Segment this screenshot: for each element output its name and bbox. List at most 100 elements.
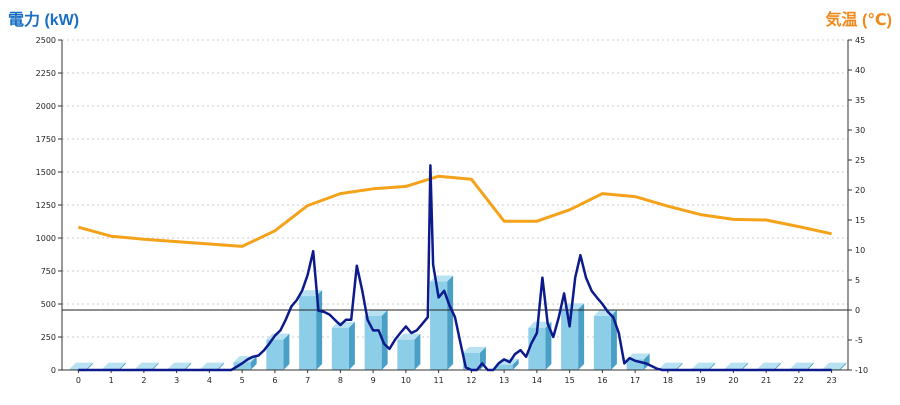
x-tick-label: 4 — [207, 376, 212, 385]
x-tick-label: 21 — [761, 376, 771, 385]
bar-top — [659, 362, 683, 369]
left-axis-unit-label: 電力 (kW) — [8, 12, 80, 29]
bar-side — [512, 358, 519, 370]
right-tick-label: 0 — [855, 306, 860, 315]
bar-top — [364, 309, 388, 316]
right-tick-label: 30 — [855, 126, 865, 135]
bar-top — [462, 346, 486, 353]
x-tick-label: 19 — [696, 376, 706, 385]
left-tick-label: 1000 — [36, 234, 56, 243]
bar-side — [217, 362, 224, 370]
x-tick-label: 10 — [401, 376, 411, 385]
x-tick-label: 9 — [371, 376, 376, 385]
right-tick-label: 5 — [855, 276, 860, 285]
left-tick-label: 1750 — [36, 135, 56, 144]
bar-top — [69, 362, 93, 369]
right-tick-label: 25 — [855, 156, 865, 165]
right-tick-label: -10 — [855, 366, 868, 375]
power-bar — [266, 339, 284, 370]
power-bar — [69, 368, 87, 370]
bar-side — [676, 362, 683, 370]
x-tick-label: 1 — [109, 376, 114, 385]
x-tick-label: 12 — [466, 376, 476, 385]
power-bar — [430, 281, 448, 370]
right-tick-label: 35 — [855, 96, 865, 105]
bar-side — [807, 362, 814, 370]
bar-side — [447, 275, 454, 370]
bar-top — [692, 362, 716, 369]
left-tick-label: 2250 — [36, 69, 56, 78]
left-tick-label: 2500 — [36, 36, 56, 45]
bar-side — [348, 321, 355, 370]
bar-top — [724, 362, 748, 369]
bar-top — [757, 362, 781, 369]
power-bar — [331, 327, 349, 370]
right-axis-unit-label: 気温 (℃) — [825, 12, 892, 29]
bar-top — [397, 333, 421, 340]
bar-side — [283, 333, 290, 370]
bar-side — [152, 362, 159, 370]
left-tick-label: 500 — [41, 300, 56, 309]
x-tick-label: 0 — [76, 376, 81, 385]
bar-top — [102, 362, 126, 369]
power-line — [78, 164, 832, 372]
right-tick-label: 10 — [855, 246, 865, 255]
x-tick-label: 23 — [827, 376, 837, 385]
x-tick-label: 16 — [597, 376, 607, 385]
left-tick-label: 2000 — [36, 102, 56, 111]
x-tick-label: 15 — [565, 376, 575, 385]
bar-top — [528, 321, 552, 328]
bar-side — [545, 321, 552, 370]
x-tick-label: 5 — [240, 376, 245, 385]
x-tick-label: 22 — [794, 376, 804, 385]
right-tick-label: 40 — [855, 66, 865, 75]
power-bar — [299, 296, 317, 370]
bar-side — [578, 303, 585, 370]
bar-side — [709, 362, 716, 370]
x-tick-label: 7 — [305, 376, 310, 385]
power-bar — [823, 368, 841, 370]
left-tick-label: 1250 — [36, 201, 56, 210]
power-bar — [364, 315, 382, 370]
bar-top — [200, 362, 224, 369]
left-tick-label: 1500 — [36, 168, 56, 177]
power-bar — [462, 352, 480, 370]
power-bar — [528, 327, 546, 370]
left-tick-label: 750 — [41, 267, 56, 276]
bar-side — [185, 362, 192, 370]
bar-side — [741, 362, 748, 370]
bar-side — [643, 353, 650, 370]
right-tick-label: 20 — [855, 186, 865, 195]
x-tick-label: 3 — [174, 376, 179, 385]
bar-side — [119, 362, 126, 370]
bar-top — [790, 362, 814, 369]
left-tick-label: 0 — [51, 366, 56, 375]
bar-top — [626, 353, 650, 360]
right-tick-label: -5 — [855, 336, 863, 345]
x-tick-label: 6 — [272, 376, 277, 385]
temperature-line — [78, 174, 832, 248]
power-bar — [495, 364, 513, 370]
bar-top — [823, 362, 847, 369]
x-tick-label: 20 — [728, 376, 738, 385]
x-tick-label: 18 — [663, 376, 673, 385]
power-bar — [397, 339, 415, 370]
x-tick-label: 13 — [499, 376, 509, 385]
power-bar — [233, 362, 251, 370]
power-bar — [561, 309, 579, 370]
power-bar — [593, 315, 611, 370]
bar-top — [168, 362, 192, 369]
x-tick-label: 14 — [532, 376, 542, 385]
bar-side — [414, 333, 421, 370]
x-tick-label: 17 — [630, 376, 640, 385]
x-tick-label: 8 — [338, 376, 343, 385]
bar-side — [250, 356, 257, 370]
bar-side — [86, 362, 93, 370]
x-tick-label: 2 — [141, 376, 146, 385]
right-tick-label: 15 — [855, 216, 865, 225]
bar-side — [840, 362, 847, 370]
bar-side — [774, 362, 781, 370]
power-bar — [626, 359, 644, 370]
